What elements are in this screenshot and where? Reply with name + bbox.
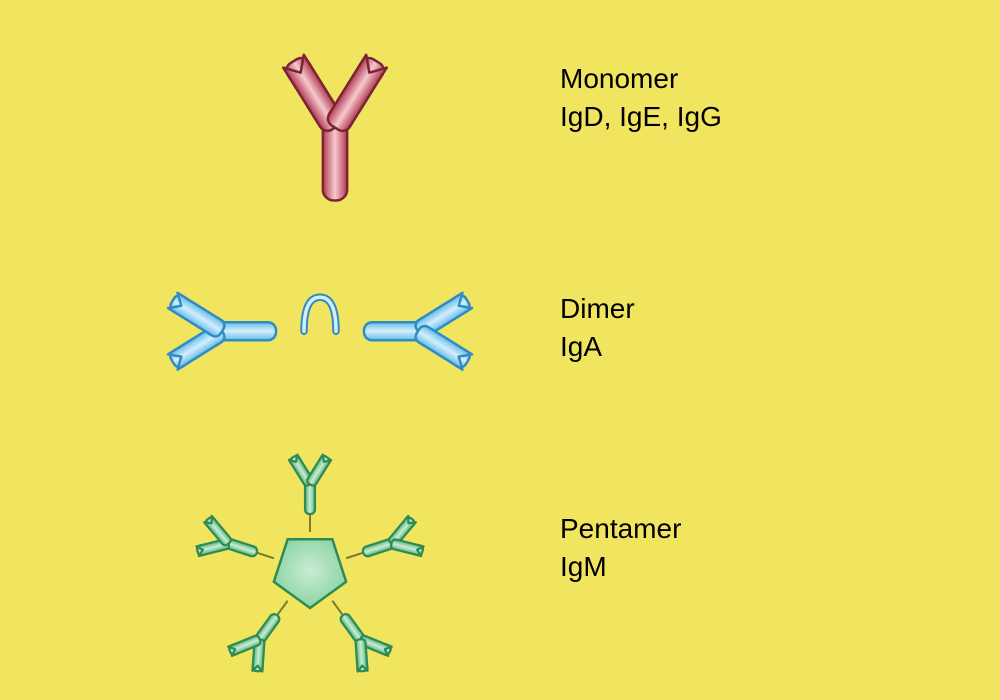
monomer-figure — [240, 20, 430, 210]
pentamer-title: Pentamer — [560, 510, 681, 548]
pentamer-figure — [160, 420, 460, 700]
diagram-canvas: MonomerIgD, IgE, IgG DimerIgA PentamerIgM — [0, 0, 1000, 700]
monomer-subtitle: IgD, IgE, IgG — [560, 98, 722, 136]
dimer-title: Dimer — [560, 290, 635, 328]
monomer-title: Monomer — [560, 60, 722, 98]
dimer-label: DimerIgA — [560, 290, 635, 366]
pentamer-subtitle: IgM — [560, 548, 681, 586]
dimer-figure — [150, 250, 490, 390]
pentamer-hub — [274, 539, 346, 608]
monomer-label: MonomerIgD, IgE, IgG — [560, 60, 722, 136]
dimer-subtitle: IgA — [560, 328, 635, 366]
pentamer-label: PentamerIgM — [560, 510, 681, 586]
